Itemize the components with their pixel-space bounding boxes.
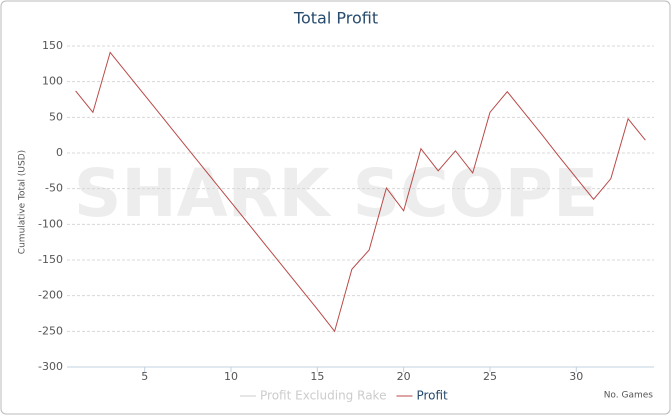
- y-tick-label: -100: [38, 217, 63, 230]
- y-tick-label: 0: [56, 146, 63, 159]
- legend-label[interactable]: Profit Excluding Rake: [260, 389, 386, 403]
- y-tick-label: -250: [38, 324, 63, 337]
- legend-label[interactable]: Profit: [416, 389, 448, 403]
- y-tick-label: -200: [38, 289, 63, 302]
- y-tick-label: 50: [49, 110, 63, 123]
- y-tick-label: -50: [45, 182, 63, 195]
- x-tick-label: 15: [310, 370, 324, 383]
- x-tick-label: 20: [397, 370, 411, 383]
- x-tick-label: 25: [483, 370, 497, 383]
- x-tick-label: 5: [141, 370, 148, 383]
- y-axis-label: Cumulative Total (USD): [18, 150, 28, 254]
- y-tick-label: 100: [42, 75, 63, 88]
- x-axis-label: No. Games: [604, 391, 654, 401]
- line: [75, 51, 646, 333]
- y-tick-label: -300: [38, 360, 63, 373]
- x-tick-label: 10: [224, 370, 238, 383]
- y-tick-label: -150: [38, 253, 63, 266]
- watermark: SHARK SCOPE: [74, 155, 598, 232]
- y-tick-label: 150: [42, 39, 63, 52]
- chart-title: Total Profit: [293, 9, 378, 28]
- x-tick-label: 30: [569, 370, 583, 383]
